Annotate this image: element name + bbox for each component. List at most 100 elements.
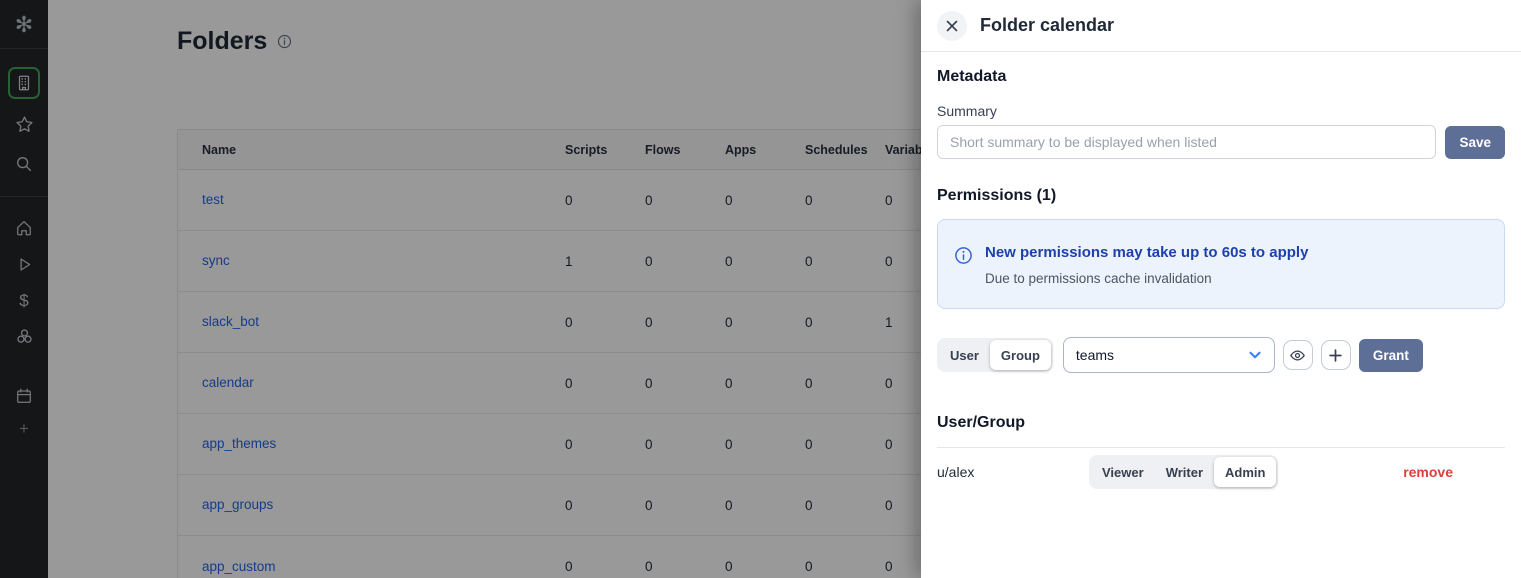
sidebar-item-schedules[interactable] bbox=[9, 381, 39, 411]
schedules-count: 0 bbox=[805, 253, 813, 269]
toggle-user-button[interactable]: User bbox=[939, 340, 990, 370]
schedules-count: 0 bbox=[805, 559, 813, 574]
flows-count: 0 bbox=[645, 253, 653, 269]
grant-controls-row: User Group teams bbox=[937, 337, 1505, 373]
home-icon bbox=[17, 221, 31, 236]
grant-button[interactable]: Grant bbox=[1358, 338, 1423, 372]
folder-link[interactable]: test bbox=[202, 192, 224, 207]
apps-count: 0 bbox=[725, 192, 733, 208]
role-viewer-button[interactable]: Viewer bbox=[1091, 457, 1155, 487]
apps-count: 0 bbox=[725, 375, 733, 391]
close-button[interactable] bbox=[937, 10, 967, 41]
summary-label: Summary bbox=[937, 103, 997, 119]
chevron-down-icon bbox=[1249, 351, 1261, 359]
sidebar-item-favorites[interactable] bbox=[9, 109, 39, 139]
scripts-count: 0 bbox=[565, 559, 573, 574]
banner-subtitle: Due to permissions cache invalidation bbox=[985, 271, 1212, 286]
remove-permission-link[interactable]: remove bbox=[1403, 464, 1453, 480]
table-row: slack_bot 0 0 0 0 1 bbox=[178, 292, 1276, 353]
permission-target-select[interactable]: teams bbox=[1062, 337, 1275, 373]
schedules-count: 0 bbox=[805, 314, 813, 330]
permissions-info-banner: New permissions may take up to 60s to ap… bbox=[937, 219, 1505, 309]
sidebar-item-variables[interactable]: $ bbox=[9, 285, 39, 315]
table-row: test 0 0 0 0 0 bbox=[178, 170, 1276, 231]
info-icon[interactable] bbox=[277, 34, 292, 49]
table-row: calendar 0 0 0 0 0 bbox=[178, 353, 1276, 414]
sidebar-item-add[interactable]: + bbox=[9, 413, 39, 443]
apps-count: 0 bbox=[725, 314, 733, 330]
column-header-apps: Apps bbox=[725, 142, 757, 157]
save-button[interactable]: Save bbox=[1445, 125, 1505, 159]
sidebar-item-folders[interactable] bbox=[8, 67, 40, 99]
dollar-icon: $ bbox=[19, 290, 29, 310]
acl-row: u/alex Viewer Writer Admin remove bbox=[937, 448, 1505, 496]
close-icon bbox=[946, 20, 958, 31]
folder-link[interactable]: app_themes bbox=[202, 436, 277, 451]
flows-count: 0 bbox=[645, 375, 653, 391]
apps-count: 0 bbox=[725, 253, 733, 269]
variables-count: 0 bbox=[885, 375, 893, 391]
boxes-icon bbox=[16, 328, 32, 343]
star-icon bbox=[15, 115, 33, 132]
schedules-count: 0 bbox=[805, 436, 813, 452]
sidebar-item-home[interactable] bbox=[9, 213, 39, 243]
metadata-heading: Metadata bbox=[937, 68, 1007, 85]
role-admin-button[interactable]: Admin bbox=[1214, 457, 1277, 487]
sidebar-item-runs[interactable] bbox=[9, 249, 39, 279]
variables-count: 0 bbox=[885, 253, 893, 269]
scripts-count: 0 bbox=[565, 314, 573, 330]
apps-count: 0 bbox=[725, 559, 733, 574]
table-row: app_themes 0 0 0 0 0 bbox=[178, 414, 1276, 475]
column-header-schedules: Schedules bbox=[805, 142, 868, 157]
drawer-body: Metadata Summary Save Permissions (1) Ne… bbox=[921, 52, 1521, 512]
role-writer-button[interactable]: Writer bbox=[1155, 457, 1214, 487]
eye-icon bbox=[1290, 349, 1306, 361]
scripts-count: 0 bbox=[565, 497, 573, 513]
flows-count: 0 bbox=[645, 559, 653, 574]
variables-count: 0 bbox=[885, 192, 893, 208]
flows-count: 0 bbox=[645, 436, 653, 452]
column-header-name: Name bbox=[202, 142, 237, 157]
schedules-count: 0 bbox=[805, 497, 813, 513]
folder-link[interactable]: sync bbox=[202, 253, 230, 268]
view-group-button[interactable] bbox=[1282, 340, 1313, 370]
drawer-backdrop[interactable] bbox=[0, 0, 921, 578]
apps-count: 0 bbox=[725, 497, 733, 513]
flows-count: 0 bbox=[645, 497, 653, 513]
user-group-toggle: User Group bbox=[937, 338, 1053, 372]
page-title: Folders bbox=[177, 27, 268, 55]
scripts-count: 0 bbox=[565, 192, 573, 208]
sidebar-item-resources[interactable] bbox=[9, 321, 39, 351]
variables-count: 0 bbox=[885, 497, 893, 513]
folder-link[interactable]: app_custom bbox=[202, 558, 276, 574]
folder-link[interactable]: app_groups bbox=[202, 497, 274, 512]
info-icon bbox=[954, 236, 973, 292]
column-header-scripts: Scripts bbox=[565, 142, 608, 157]
sidebar-item-search[interactable] bbox=[9, 149, 39, 179]
table-row: app_groups 0 0 0 0 0 bbox=[178, 475, 1276, 536]
drawer-header: Folder calendar bbox=[921, 0, 1521, 52]
windmill-logo-icon[interactable]: ✻ bbox=[14, 12, 34, 37]
variables-count: 0 bbox=[885, 436, 893, 452]
flows-count: 0 bbox=[645, 314, 653, 330]
folder-link[interactable]: slack_bot bbox=[202, 314, 260, 329]
building-icon bbox=[18, 75, 30, 91]
folder-link[interactable]: calendar bbox=[202, 375, 254, 390]
permissions-heading: Permissions (1) bbox=[937, 187, 1057, 204]
acl-heading: User/Group bbox=[937, 414, 1026, 431]
flows-count: 0 bbox=[645, 192, 653, 208]
add-group-button[interactable] bbox=[1320, 340, 1351, 370]
toggle-group-button[interactable]: Group bbox=[989, 340, 1051, 370]
sidebar: ✻ bbox=[0, 0, 48, 578]
apps-count: 0 bbox=[725, 436, 733, 452]
table-row: app_custom 0 0 0 0 0 bbox=[178, 536, 1276, 578]
scripts-count: 0 bbox=[565, 436, 573, 452]
sidebar-divider bbox=[0, 196, 48, 197]
acl-entry-name: u/alex bbox=[937, 464, 975, 480]
role-toggle: Viewer Writer Admin bbox=[1089, 455, 1279, 489]
summary-input[interactable] bbox=[937, 125, 1437, 159]
divider bbox=[937, 447, 1505, 448]
variables-count: 1 bbox=[885, 314, 893, 330]
column-header-flows: Flows bbox=[645, 142, 681, 157]
table-row: sync 1 0 0 0 0 bbox=[178, 231, 1276, 292]
